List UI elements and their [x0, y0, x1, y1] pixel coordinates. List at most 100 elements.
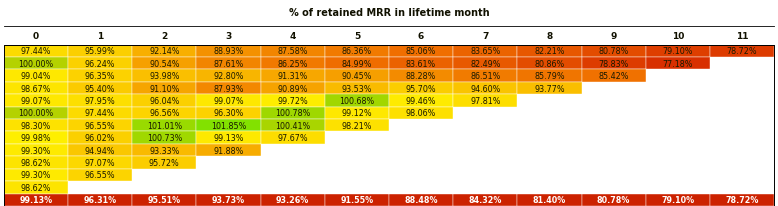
Bar	[132, 45, 196, 58]
Bar	[196, 45, 261, 58]
FancyBboxPatch shape	[196, 181, 261, 194]
FancyBboxPatch shape	[517, 181, 582, 194]
FancyBboxPatch shape	[646, 181, 710, 194]
FancyBboxPatch shape	[646, 169, 710, 181]
Text: 11: 11	[736, 32, 748, 41]
Bar	[68, 107, 132, 119]
FancyBboxPatch shape	[582, 119, 646, 132]
FancyBboxPatch shape	[453, 132, 517, 144]
Bar	[325, 82, 389, 95]
Text: 95.70%: 95.70%	[406, 84, 436, 93]
Text: 78.72%: 78.72%	[725, 195, 759, 204]
FancyBboxPatch shape	[582, 82, 646, 95]
Bar	[646, 58, 710, 70]
Bar	[132, 107, 196, 119]
FancyBboxPatch shape	[646, 82, 710, 95]
FancyBboxPatch shape	[325, 132, 389, 144]
Text: 96.02%: 96.02%	[85, 133, 115, 143]
FancyBboxPatch shape	[453, 144, 517, 157]
Text: 79.10%: 79.10%	[663, 47, 693, 56]
Bar	[132, 144, 196, 157]
Bar	[582, 194, 646, 206]
Bar	[261, 119, 325, 132]
Text: 96.55%: 96.55%	[85, 171, 115, 180]
Bar	[453, 95, 517, 107]
Text: 85.79%: 85.79%	[534, 72, 565, 81]
Text: 84.99%: 84.99%	[342, 59, 372, 68]
Text: 100.00%: 100.00%	[19, 109, 54, 118]
Text: 82.21%: 82.21%	[534, 47, 565, 56]
Bar	[261, 95, 325, 107]
Bar	[4, 45, 774, 206]
Bar	[196, 144, 261, 157]
FancyBboxPatch shape	[453, 107, 517, 119]
Text: 86.36%: 86.36%	[342, 47, 372, 56]
Text: 80.78%: 80.78%	[598, 47, 629, 56]
FancyBboxPatch shape	[68, 181, 132, 194]
Text: 100.00%: 100.00%	[19, 59, 54, 68]
Text: 87.61%: 87.61%	[213, 59, 244, 68]
Bar	[582, 58, 646, 70]
Bar	[325, 194, 389, 206]
Text: 96.31%: 96.31%	[83, 195, 117, 204]
FancyBboxPatch shape	[582, 181, 646, 194]
Bar	[4, 82, 68, 95]
FancyBboxPatch shape	[261, 169, 325, 181]
Text: 86.25%: 86.25%	[278, 59, 308, 68]
Text: 77.18%: 77.18%	[663, 59, 693, 68]
Text: 95.51%: 95.51%	[148, 195, 181, 204]
Text: 99.07%: 99.07%	[21, 96, 51, 105]
Text: 99.13%: 99.13%	[19, 195, 53, 204]
Text: 86.51%: 86.51%	[470, 72, 500, 81]
Bar	[132, 132, 196, 144]
Bar	[196, 119, 261, 132]
Text: 98.67%: 98.67%	[21, 84, 51, 93]
FancyBboxPatch shape	[646, 119, 710, 132]
Text: 91.55%: 91.55%	[340, 195, 373, 204]
FancyBboxPatch shape	[517, 119, 582, 132]
Bar	[196, 132, 261, 144]
Text: 98.21%: 98.21%	[342, 121, 372, 130]
Text: 97.07%: 97.07%	[85, 158, 115, 167]
Text: 92.80%: 92.80%	[213, 72, 244, 81]
FancyBboxPatch shape	[710, 119, 774, 132]
Bar	[132, 82, 196, 95]
FancyBboxPatch shape	[710, 144, 774, 157]
FancyBboxPatch shape	[389, 181, 453, 194]
Text: 101.01%: 101.01%	[147, 121, 182, 130]
Text: 96.04%: 96.04%	[149, 96, 180, 105]
FancyBboxPatch shape	[389, 144, 453, 157]
FancyBboxPatch shape	[389, 169, 453, 181]
Text: 83.65%: 83.65%	[470, 47, 500, 56]
FancyBboxPatch shape	[261, 144, 325, 157]
Bar	[4, 70, 68, 82]
Bar	[68, 119, 132, 132]
Text: 100.68%: 100.68%	[339, 96, 374, 105]
FancyBboxPatch shape	[389, 119, 453, 132]
Bar	[325, 45, 389, 58]
Bar	[196, 82, 261, 95]
FancyBboxPatch shape	[646, 144, 710, 157]
FancyBboxPatch shape	[582, 95, 646, 107]
FancyBboxPatch shape	[582, 169, 646, 181]
FancyBboxPatch shape	[325, 169, 389, 181]
Text: 10: 10	[671, 32, 684, 41]
Bar	[68, 157, 132, 169]
Bar	[4, 95, 68, 107]
FancyBboxPatch shape	[517, 157, 582, 169]
FancyBboxPatch shape	[453, 119, 517, 132]
Bar	[517, 45, 582, 58]
Text: 99.98%: 99.98%	[21, 133, 51, 143]
Text: 95.40%: 95.40%	[85, 84, 115, 93]
FancyBboxPatch shape	[325, 181, 389, 194]
Text: 99.30%: 99.30%	[21, 146, 51, 155]
Bar	[196, 70, 261, 82]
Bar	[132, 70, 196, 82]
Text: 96.30%: 96.30%	[213, 109, 244, 118]
Text: 100.78%: 100.78%	[275, 109, 310, 118]
Text: 88.48%: 88.48%	[405, 195, 438, 204]
Bar	[4, 119, 68, 132]
Bar	[4, 132, 68, 144]
Bar	[68, 95, 132, 107]
Text: 97.67%: 97.67%	[278, 133, 308, 143]
